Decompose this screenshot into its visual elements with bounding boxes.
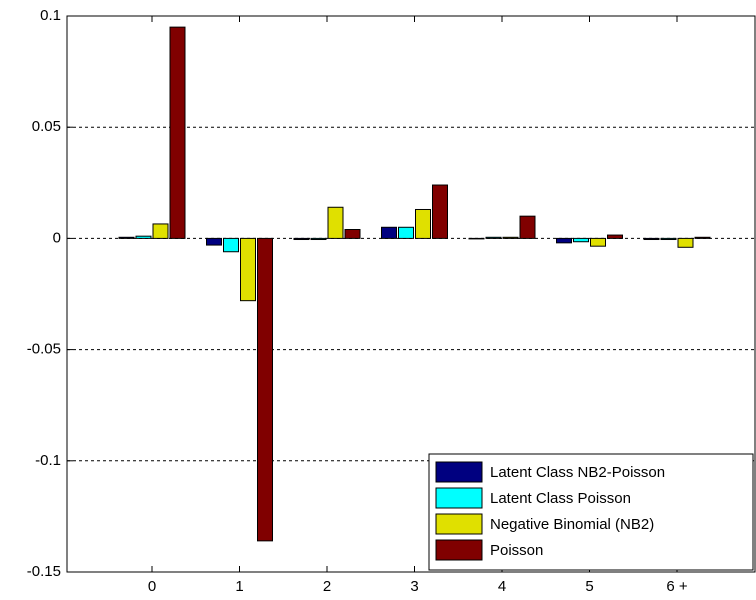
- legend-swatch: [435, 461, 483, 483]
- legend-label: Latent Class Poisson: [490, 490, 631, 507]
- bar: [398, 226, 414, 239]
- bar: [590, 237, 606, 247]
- y-tick-label: -0.05: [27, 341, 61, 358]
- y-tick-label: 0: [53, 229, 61, 246]
- bar: [643, 237, 660, 241]
- x-tick-label: 0: [148, 578, 156, 595]
- bar: [485, 236, 502, 239]
- legend-label: Latent Class NB2-Poisson: [490, 464, 665, 481]
- y-tick-label: 0.05: [32, 118, 61, 135]
- legend-label: Poisson: [490, 542, 543, 559]
- x-tick-label: 3: [410, 578, 418, 595]
- legend: Latent Class NB2-Poisson Latent Class Poi…: [428, 453, 754, 571]
- bar: [135, 235, 152, 239]
- x-tick-label: 4: [498, 578, 506, 595]
- legend-swatch: [435, 487, 483, 509]
- bar: [118, 236, 135, 239]
- legend-swatch: [435, 539, 483, 561]
- x-tick-label: 1: [235, 578, 243, 595]
- y-tick-label: -0.1: [35, 452, 61, 469]
- bar: [607, 234, 623, 239]
- bar: [206, 237, 222, 246]
- x-tick-label: 6 +: [666, 578, 688, 595]
- x-tick-label: 2: [323, 578, 331, 595]
- y-tick-label: -0.15: [27, 563, 61, 580]
- bar: [660, 237, 677, 241]
- bar: [240, 237, 256, 302]
- bar: [432, 184, 448, 239]
- bar: [152, 223, 169, 239]
- y-tick-label: 0.1: [40, 7, 61, 24]
- bar: [257, 237, 273, 542]
- bar: [519, 215, 536, 239]
- legend-swatch: [435, 513, 483, 535]
- bar: [293, 237, 310, 241]
- bar: [327, 206, 344, 239]
- bar: [677, 237, 694, 248]
- bar: [502, 236, 519, 239]
- bar: [573, 237, 589, 243]
- bar: [556, 237, 572, 244]
- bar: [169, 26, 186, 239]
- bar: [223, 237, 239, 253]
- bar: [415, 208, 431, 239]
- bar: [381, 226, 397, 239]
- bar: [694, 236, 711, 239]
- bar: [468, 237, 485, 240]
- bar: [310, 237, 327, 241]
- legend-box: [428, 453, 754, 571]
- legend-label: Negative Binomial (NB2): [490, 516, 654, 533]
- bar: [344, 229, 361, 239]
- plot-frame: [66, 15, 756, 573]
- x-tick-label: 5: [585, 578, 593, 595]
